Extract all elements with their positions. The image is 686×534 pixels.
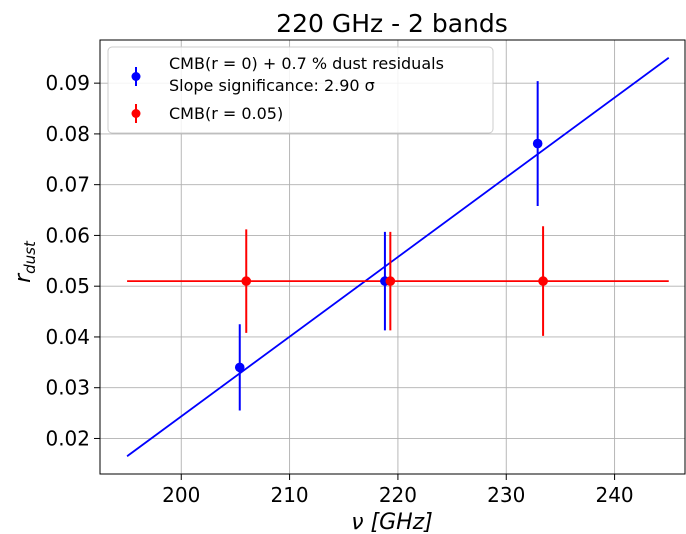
x-axis-label: ν [GHz]	[351, 510, 433, 534]
x-tick-label: 220	[379, 483, 417, 507]
data-point	[532, 138, 543, 149]
y-tick-label: 0.05	[45, 274, 90, 298]
svg-text:rdust: rdust	[11, 240, 39, 283]
y-tick-label: 0.07	[45, 173, 90, 197]
y-tick-label: 0.04	[45, 325, 90, 349]
y-axis-ticks: 0.02 0.03 0.04 0.05 0.06 0.07 0.08 0.09	[45, 71, 100, 450]
data-point	[385, 276, 396, 286]
legend-blue-label-2: Slope significance: 2.90 σ	[169, 76, 375, 95]
chart-title: 220 GHz - 2 bands	[276, 9, 508, 38]
legend-blue-label: CMB(r = 0) + 0.7 % dust residuals	[169, 54, 444, 73]
x-tick-label: 200	[162, 483, 200, 507]
legend: CMB(r = 0) + 0.7 % dust residuals Slope …	[107, 46, 494, 134]
data-point	[234, 362, 245, 373]
data-point	[241, 276, 252, 286]
x-tick-label: 240	[595, 483, 633, 507]
legend-blue-marker	[131, 72, 141, 81]
y-axis-label: rdust	[11, 240, 39, 283]
y-axis-label-sub: dust	[21, 240, 39, 274]
legend-box	[107, 46, 494, 134]
legend-red-marker	[131, 109, 141, 118]
legend-red-label: CMB(r = 0.05)	[169, 104, 283, 123]
plot-frame	[99, 39, 686, 475]
series-lines	[126, 57, 670, 457]
y-tick-label: 0.09	[45, 71, 90, 95]
y-tick-label: 0.02	[45, 426, 90, 450]
y-tick-label: 0.06	[45, 223, 90, 247]
y-tick-label: 0.03	[45, 376, 90, 400]
y-axis-label-main: r	[11, 272, 36, 283]
series-line	[126, 57, 670, 457]
data-point	[538, 276, 548, 286]
x-axis-ticks: 200 210 220 230 240	[162, 474, 634, 507]
y-tick-label: 0.08	[45, 122, 90, 146]
x-tick-label: 230	[487, 483, 525, 507]
x-tick-label: 210	[270, 483, 308, 507]
data-points	[234, 138, 548, 373]
